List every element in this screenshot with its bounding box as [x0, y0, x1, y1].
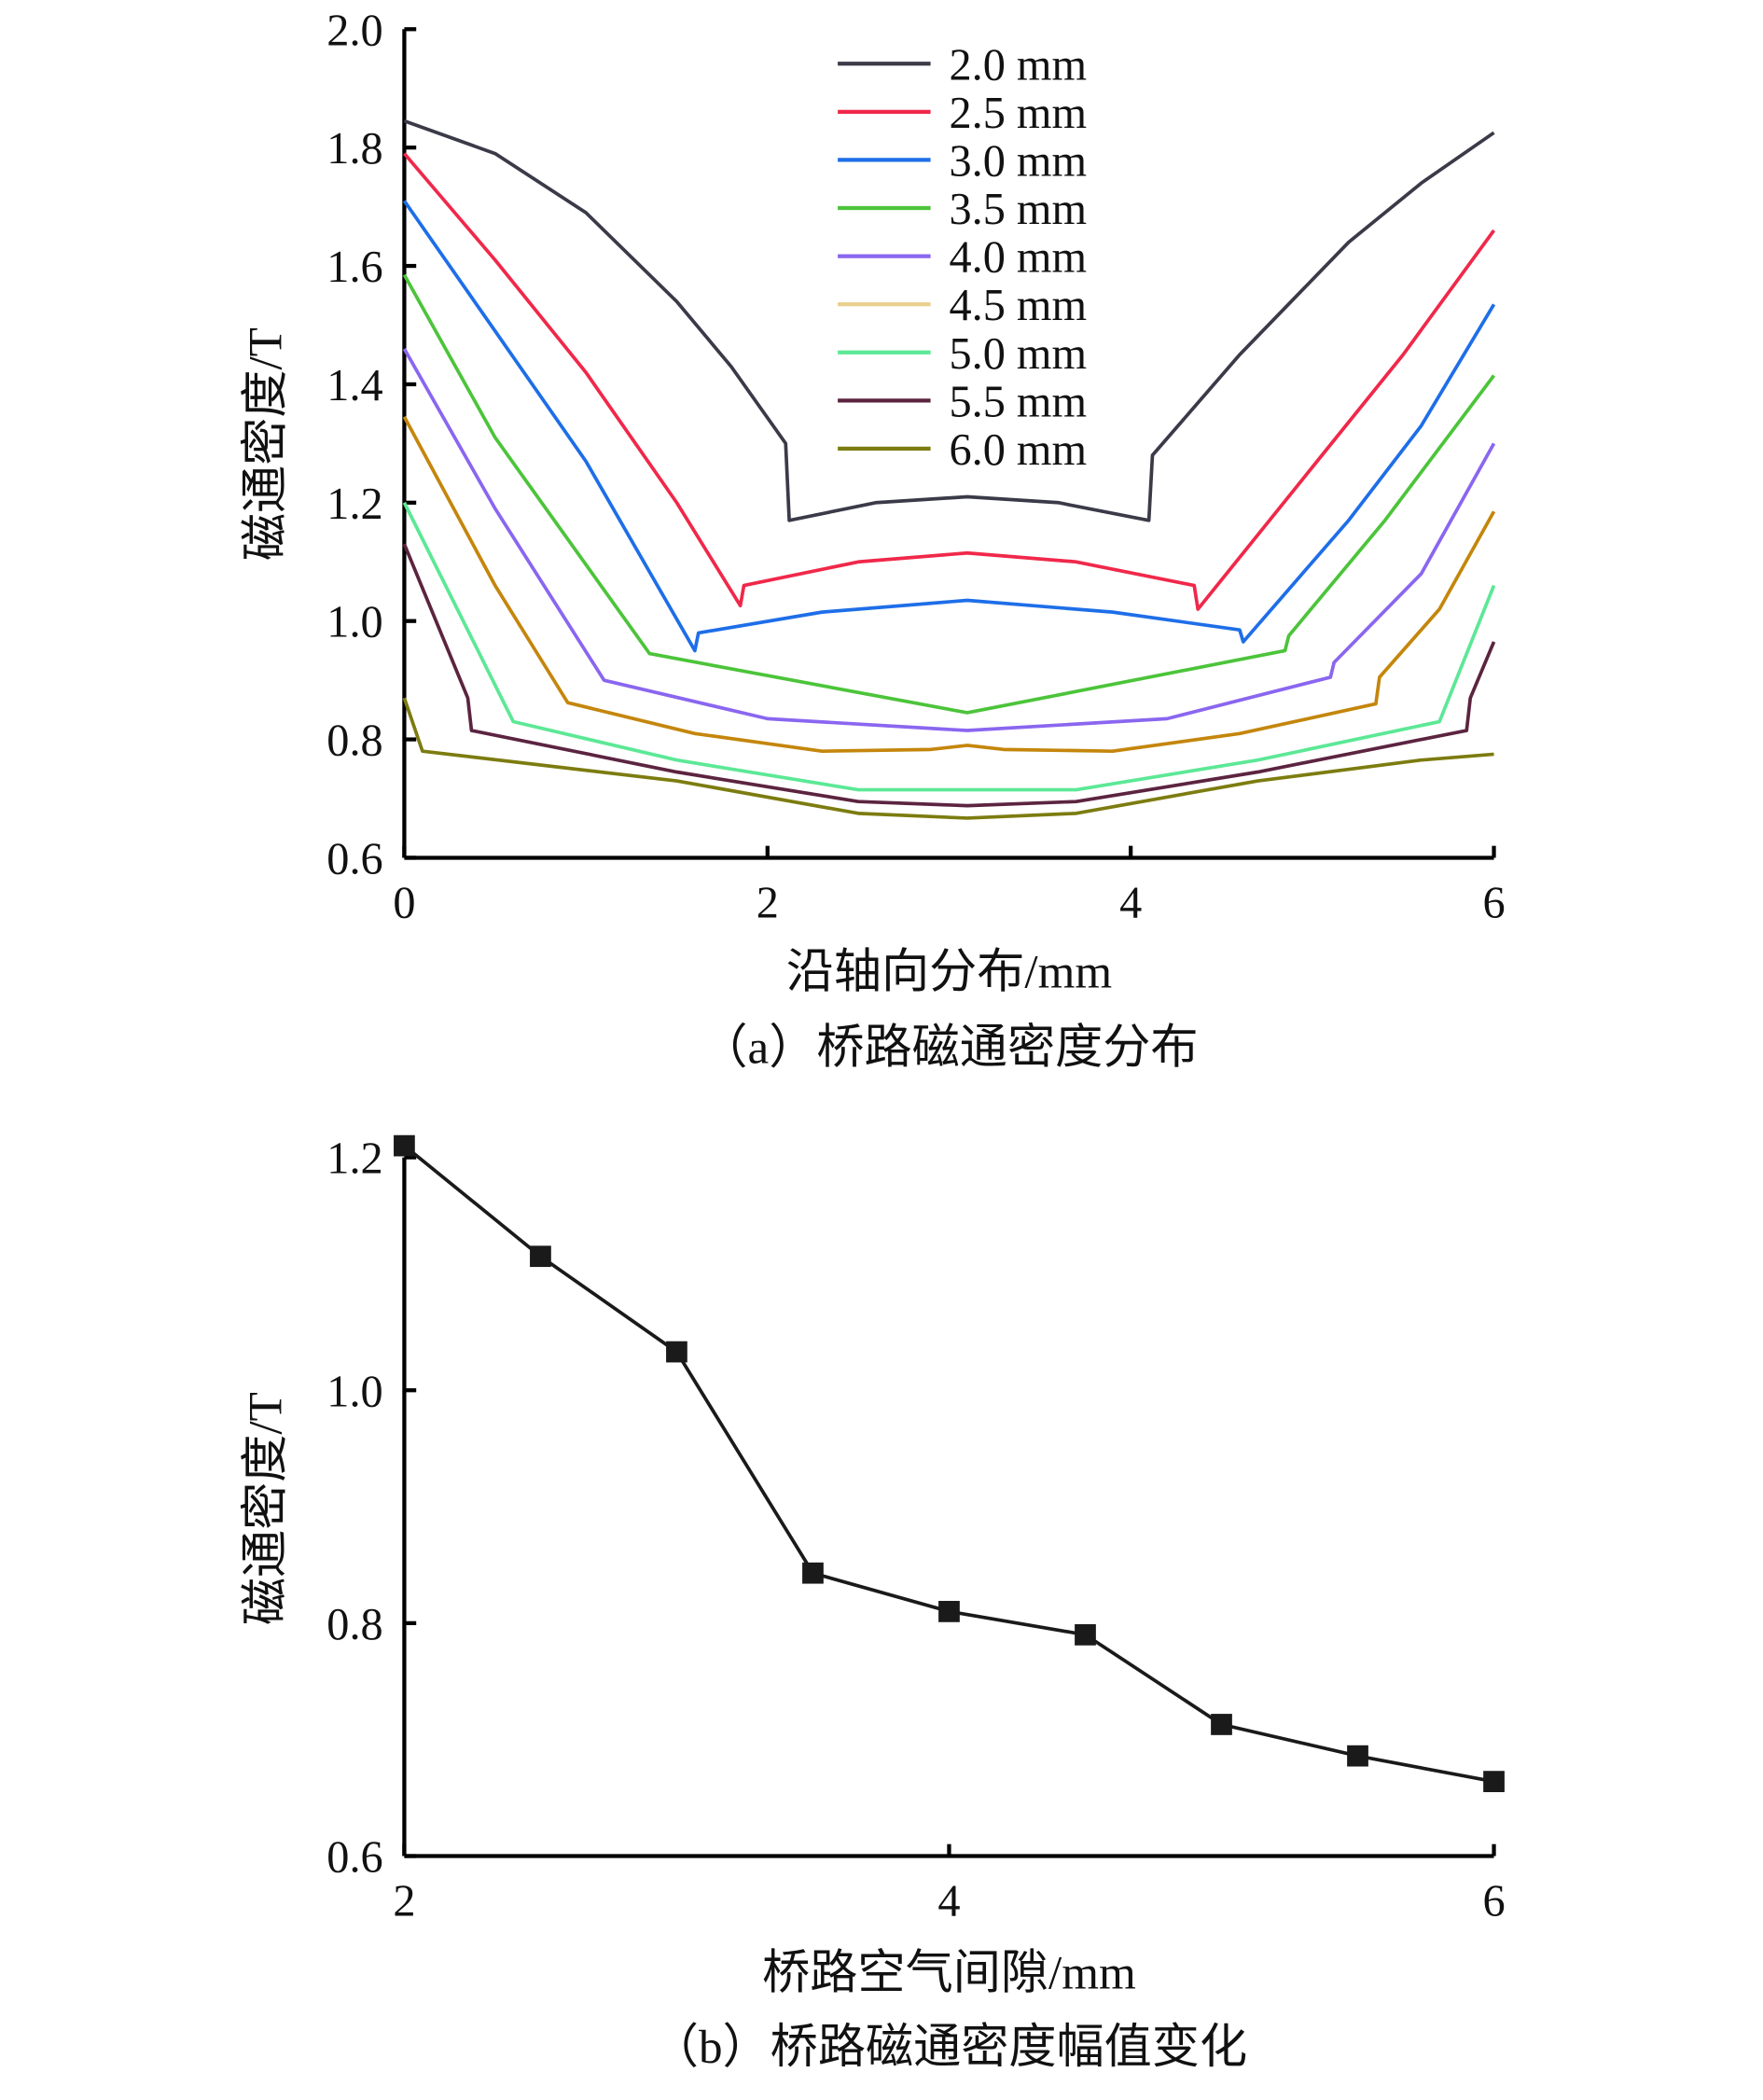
x-tick-label: 6	[1482, 878, 1505, 927]
y-tick-label: 1.0	[326, 1367, 382, 1416]
y-tick-label: 0.6	[326, 1833, 382, 1883]
series-line-3-5-mm	[402, 273, 1496, 715]
y-tick-label: 1.8	[326, 124, 382, 174]
data-point-marker	[1347, 1745, 1368, 1767]
series-line-4-5-mm	[402, 415, 1496, 754]
x-tick-label: 6	[1482, 1876, 1505, 1926]
legend-label: 3.5 mm	[949, 185, 1087, 234]
y-tick-label: 1.4	[326, 361, 382, 410]
legend-label: 2.5 mm	[949, 89, 1087, 138]
x-tick-label: 2	[757, 878, 779, 927]
data-point-marker	[1483, 1771, 1505, 1792]
chart-b-ylabel: 磁通密度/T	[239, 1392, 292, 1625]
chart-b-xlabel: 桥路空气间隙/mm	[762, 1947, 1136, 2000]
y-tick-label: 0.6	[326, 835, 382, 884]
data-point-marker	[1075, 1623, 1096, 1646]
x-tick-label: 2	[393, 1876, 415, 1926]
data-point-marker	[938, 1601, 960, 1622]
chart-a-flux-density-distribution: 磁通密度/T 沿轴向分布/mm （a）桥路磁通密度分布 0 2 4 6 0.6 0.8 1.…	[239, 6, 1505, 1074]
chart-b-flux-density-amplitude: 磁通密度/T 桥路空气间隙/mm （b）桥路磁通密度幅值变化 2 4 6 0.6 0.8…	[239, 1134, 1505, 2075]
y-tick-label: 1.2	[326, 1134, 382, 1184]
series-line-5-5-mm	[402, 543, 1496, 808]
y-tick-label: 1.2	[326, 480, 382, 529]
legend-label: 4.5 mm	[949, 281, 1087, 330]
series-line-5-0-mm	[402, 501, 1496, 792]
y-tick-label: 1.6	[326, 243, 382, 292]
series-line	[403, 1144, 1494, 1784]
chart-b-caption: （b）桥路磁通密度幅值变化	[651, 2021, 1247, 2074]
data-point-marker	[394, 1134, 415, 1157]
chart-a-caption: （a）桥路磁通密度分布	[700, 1022, 1198, 1075]
series-line-3-0-mm	[402, 200, 1496, 653]
legend-label: 5.0 mm	[949, 329, 1087, 379]
legend-label: 3.0 mm	[949, 136, 1087, 186]
data-point-marker	[530, 1245, 551, 1268]
y-tick-label: 1.0	[326, 598, 382, 647]
series-line-2-0-mm	[403, 118, 1495, 522]
y-tick-label: 0.8	[326, 716, 382, 766]
legend-label: 2.0 mm	[949, 40, 1087, 90]
chart-a-ylabel: 磁通密度/T	[239, 327, 292, 561]
data-point-marker	[666, 1341, 687, 1363]
y-tick-label: 2.0	[326, 6, 382, 55]
x-tick-label: 4	[1119, 878, 1142, 927]
series-line-2-5-mm	[403, 152, 1496, 611]
y-tick-label: 0.8	[326, 1600, 382, 1649]
legend-label: 4.0 mm	[949, 233, 1087, 283]
x-tick-label: 4	[937, 1876, 960, 1926]
x-tick-label: 0	[393, 878, 415, 927]
series-line-4-0-mm	[402, 347, 1496, 732]
data-point-marker	[1211, 1714, 1232, 1735]
chart-a-xlabel: 沿轴向分布/mm	[786, 946, 1112, 999]
data-point-marker	[802, 1562, 824, 1584]
series-line-6-0-mm	[402, 697, 1494, 820]
legend-label: 6.0 mm	[949, 425, 1087, 475]
legend-label: 5.5 mm	[949, 377, 1087, 426]
